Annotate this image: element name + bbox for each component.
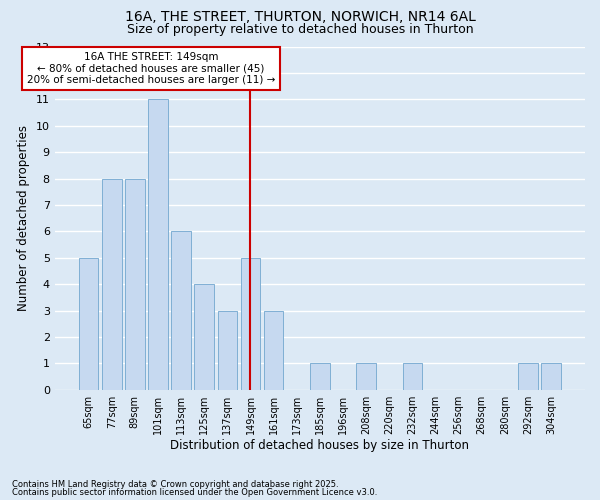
Text: Contains HM Land Registry data © Crown copyright and database right 2025.: Contains HM Land Registry data © Crown c…: [12, 480, 338, 489]
Bar: [79, 258, 98, 390]
Text: 16A THE STREET: 149sqm
← 80% of detached houses are smaller (45)
20% of semi-det: 16A THE STREET: 149sqm ← 80% of detached…: [27, 52, 275, 85]
Bar: [218, 310, 237, 390]
Bar: [541, 364, 561, 390]
Bar: [148, 100, 168, 390]
Bar: [403, 364, 422, 390]
Bar: [194, 284, 214, 390]
Text: Size of property relative to detached houses in Thurton: Size of property relative to detached ho…: [127, 22, 473, 36]
Bar: [356, 364, 376, 390]
Bar: [102, 178, 122, 390]
Y-axis label: Number of detached properties: Number of detached properties: [17, 125, 30, 311]
Bar: [264, 310, 283, 390]
X-axis label: Distribution of detached houses by size in Thurton: Distribution of detached houses by size …: [170, 440, 469, 452]
Bar: [241, 258, 260, 390]
Bar: [125, 178, 145, 390]
Bar: [171, 232, 191, 390]
Bar: [518, 364, 538, 390]
Text: 16A, THE STREET, THURTON, NORWICH, NR14 6AL: 16A, THE STREET, THURTON, NORWICH, NR14 …: [125, 10, 475, 24]
Bar: [310, 364, 329, 390]
Text: Contains public sector information licensed under the Open Government Licence v3: Contains public sector information licen…: [12, 488, 377, 497]
